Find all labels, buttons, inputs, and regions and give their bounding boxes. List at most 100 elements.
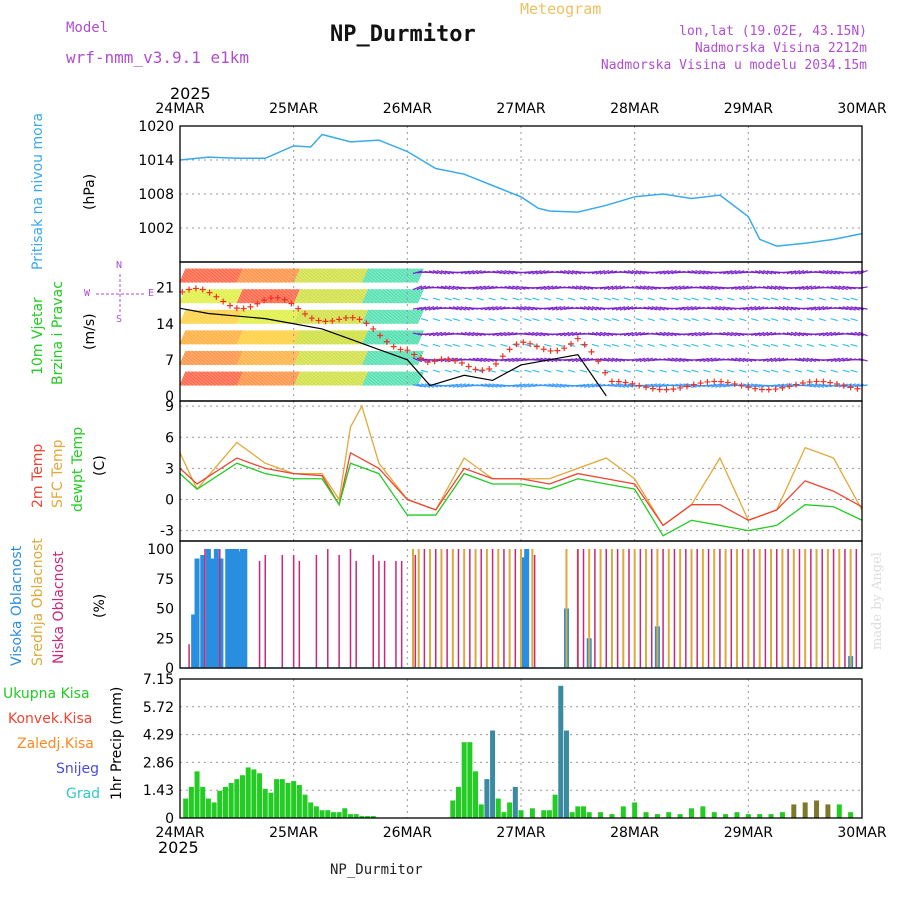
wind-barb-streak [399, 371, 407, 386]
wind-label-2: Brzina i Pravac [50, 281, 66, 385]
wind-barb-streak [404, 288, 412, 304]
wind-barb-streak [217, 268, 225, 283]
wind-barb-streak [227, 371, 235, 386]
wind-barb-streak [850, 332, 860, 337]
wind-barb-streak [260, 371, 267, 386]
wind-barb-streak [273, 288, 281, 304]
wind-barb-streak [460, 383, 470, 388]
wind-barb-streak [255, 350, 263, 366]
cloud-bar [188, 644, 190, 668]
wind-barb-streak [611, 285, 622, 291]
wind-barb-streak [280, 268, 288, 283]
wind-barb-streak [275, 330, 282, 345]
wind-barb-streak [209, 350, 217, 366]
wind-barb-streak [305, 330, 312, 345]
wind-barb-streak [332, 371, 340, 386]
cloud-bar [577, 549, 579, 668]
wind-barb-streak [603, 285, 614, 290]
wind-barb-streak [260, 288, 267, 304]
gust-marker [561, 345, 568, 352]
wind-barb-streak [371, 309, 379, 324]
gust-marker [377, 332, 384, 339]
temp-tick-label: 9 [165, 399, 174, 415]
wind-barb-streak [204, 330, 212, 345]
wind-barb-streak [762, 369, 771, 373]
wind-barb-streak [563, 269, 574, 275]
wind-barb-streak [794, 369, 803, 373]
wind-barb-streak [369, 288, 377, 304]
cloud-bar [508, 549, 511, 668]
wind-barb-streak [269, 309, 277, 324]
wind-barb-streak [492, 270, 502, 275]
wind-barb-streak [366, 371, 374, 386]
wind-barb-streak [500, 369, 508, 373]
gust-marker [847, 384, 854, 391]
wind-barb-streak [544, 343, 552, 347]
wind-barb-streak [647, 297, 655, 301]
wind-barb-streak [311, 371, 319, 386]
wind-barb-streak [272, 330, 280, 345]
wind-barb-streak [337, 330, 345, 345]
wind-barb-streak [384, 371, 392, 386]
wind-barb-streak [209, 309, 217, 324]
gust-marker [752, 385, 759, 392]
wind-barb-streak [332, 288, 340, 304]
year-bottom: 2025 [158, 838, 199, 857]
wind-barb-streak [715, 383, 725, 388]
wind-barb-streak [243, 268, 251, 283]
wind-barb-streak [404, 330, 412, 345]
wind-barb-streak [321, 371, 329, 386]
wind-barb-streak [352, 371, 360, 386]
wind-barb-streak [448, 285, 459, 291]
pressure-line [179, 133, 863, 247]
wind-barb-streak [382, 371, 390, 386]
wind-barb-streak [221, 330, 229, 345]
wind-barb-streak [341, 268, 349, 283]
wind-barb-streak [452, 369, 460, 373]
wind-barb-streak [401, 288, 409, 304]
cloud-bar [735, 549, 738, 668]
wind-barb-streak [273, 350, 281, 366]
wind-barb-streak [639, 307, 649, 310]
wind-barb-streak [283, 330, 291, 345]
precip-bar [478, 804, 484, 818]
precip-bar [257, 773, 263, 818]
wind-barb-streak [366, 288, 374, 304]
wind-barb-streak [408, 268, 416, 283]
wind-barb-streak [858, 384, 868, 387]
gust-marker [274, 294, 281, 301]
gust-marker [431, 358, 438, 365]
wind-barb-streak [568, 369, 576, 373]
wind-barb-streak [345, 371, 353, 386]
wind-barb-streak [369, 371, 377, 386]
gust-marker [479, 367, 486, 374]
wind-barb-streak [472, 357, 482, 362]
wind-barb-streak [770, 369, 779, 373]
wind-barb-streak [420, 343, 429, 347]
wind-barb-streak [623, 270, 634, 275]
wind-barb-streak [317, 268, 325, 283]
wind-barb-streak [480, 285, 490, 291]
wind-barb-streak [683, 318, 691, 322]
wind-barb-streak [264, 330, 272, 345]
wind-barb-streak [643, 357, 653, 363]
wind-barb-streak [842, 306, 852, 311]
precip-bar [228, 783, 234, 818]
wind-barb-streak [377, 288, 385, 304]
wind-barb-streak [484, 306, 494, 311]
wind-barb-streak [242, 371, 250, 386]
wind-barb-streak [307, 309, 315, 324]
wind-barb-streak [375, 288, 383, 304]
wind-barb-streak [232, 350, 240, 366]
wind-barb-streak [272, 309, 280, 324]
wind-barb-streak [360, 371, 368, 386]
wind-barb-streak [224, 309, 232, 324]
wind-barb-streak [378, 371, 386, 386]
wind-barb-streak [370, 268, 378, 283]
wind-barb-streak [261, 330, 269, 345]
wind-barb-streak [395, 371, 402, 386]
cloud-bar [315, 554, 318, 668]
wind-barb-streak [623, 297, 632, 301]
wind-barb-streak [311, 288, 319, 304]
cloud-bar [234, 549, 240, 668]
